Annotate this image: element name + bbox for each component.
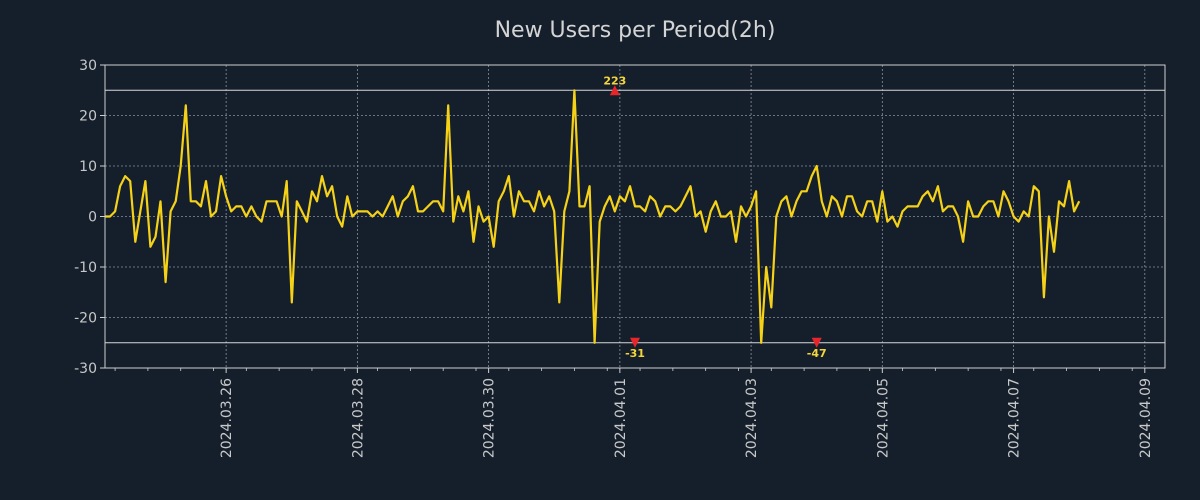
- series-line-new-users: [105, 89, 1081, 344]
- y-tick-label: -20: [74, 311, 97, 327]
- x-tick-label: 2024.03.30: [482, 378, 498, 458]
- y-tick-label: 20: [79, 109, 97, 125]
- y-tick-label: 30: [79, 58, 97, 74]
- grid-layer: [105, 65, 1165, 368]
- x-tick-label: 2024.04.05: [875, 378, 891, 458]
- series-layer: [105, 89, 1081, 344]
- x-tick-label: 2024.04.07: [1007, 378, 1023, 458]
- x-tick-label: 2024.04.09: [1138, 378, 1154, 458]
- annotation-label: -47: [807, 347, 827, 360]
- y-tick-label: -30: [74, 361, 97, 377]
- y-tick-label: -10: [74, 260, 97, 276]
- annotation-label: -31: [625, 347, 645, 360]
- chart-title: New Users per Period(2h): [495, 18, 776, 43]
- annotation-marker: [811, 337, 822, 348]
- annotation-marker: [630, 337, 640, 348]
- x-tick-label: 2024.03.26: [219, 378, 235, 458]
- annotation-layer: 223 -31 -47: [603, 74, 826, 360]
- annotation-marker: [609, 85, 620, 96]
- annotation-label: 223: [603, 74, 626, 87]
- tick-layer: 30 20 10 0 -10 -20 -30 2024.03.26 2024.03.28 2024…: [74, 58, 1154, 458]
- x-tick-label: 2024.04.01: [613, 378, 629, 458]
- x-tick-label: 2024.03.28: [350, 378, 366, 458]
- y-tick-label: 0: [88, 210, 97, 226]
- y-tick-label: 10: [79, 159, 97, 175]
- x-tick-label: 2024.04.03: [744, 378, 760, 458]
